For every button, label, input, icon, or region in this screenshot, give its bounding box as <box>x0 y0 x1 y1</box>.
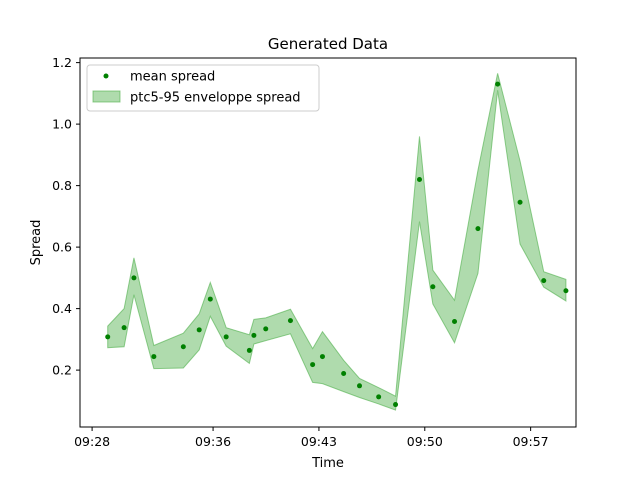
legend-band-swatch <box>92 90 121 103</box>
mean-spread-point <box>310 362 316 368</box>
mean-spread-point <box>319 354 325 360</box>
mean-spread-point <box>393 402 399 408</box>
y-axis-title: Spread <box>29 220 44 266</box>
mean-spread-point <box>151 354 157 360</box>
mean-spread-point <box>341 371 347 376</box>
mean-spread-point <box>563 288 569 294</box>
mean-spread-point <box>541 278 547 284</box>
mean-spread-point <box>376 394 382 400</box>
mean-spread-point <box>287 318 293 324</box>
mean-spread-point <box>180 344 186 350</box>
x-tick-label: 09:57 <box>513 434 549 449</box>
mean-spread-point <box>495 81 501 87</box>
mean-spread-point <box>263 326 269 332</box>
x-tick-label: 09:28 <box>74 434 110 449</box>
legend-mean-label: mean spread <box>130 70 215 85</box>
mean-spread-point <box>517 199 523 205</box>
envelope-band <box>107 73 567 411</box>
mean-spread-point <box>251 332 257 338</box>
y-axis: 0.2 0.4 0.6 0.8 1.0 1.2 <box>52 55 80 378</box>
mean-spread-point <box>223 334 229 340</box>
x-tick-label: 09:36 <box>195 434 231 449</box>
plot-area <box>105 73 569 411</box>
y-tick-label: 0.4 <box>52 301 72 316</box>
mean-spread-point <box>121 325 127 331</box>
y-tick-label: 0.2 <box>52 363 72 378</box>
mean-spread-point <box>357 383 362 389</box>
mean-spread-point <box>416 176 422 182</box>
mean-spread-point <box>196 327 202 333</box>
legend-band-label: ptc5-95 enveloppe spread <box>130 91 301 106</box>
mean-spread-point <box>207 296 213 302</box>
y-tick-label: 1.0 <box>52 117 72 132</box>
legend: mean spread ptc5-95 enveloppe spread <box>86 64 320 112</box>
y-tick-label: 1.2 <box>52 55 72 70</box>
mean-spread-point <box>246 347 252 353</box>
x-tick-label: 09:43 <box>301 434 337 449</box>
mean-spread-point <box>105 334 111 340</box>
x-tick-label: 09:50 <box>407 434 443 449</box>
plot-frame <box>79 57 577 428</box>
mean-spread-point <box>430 284 436 290</box>
x-axis-title: Time <box>311 456 344 471</box>
mean-spread-point <box>131 275 137 281</box>
legend-box <box>86 64 320 112</box>
chart-title: Generated Data <box>268 35 388 53</box>
y-tick-label: 0.6 <box>52 240 72 255</box>
mean-spread-point <box>475 226 481 232</box>
y-tick-label: 0.8 <box>52 178 72 193</box>
x-axis: 09:28 09:36 09:43 09:50 09:57 <box>74 427 549 449</box>
mean-spread-point <box>452 319 458 325</box>
legend-mean-marker <box>103 73 109 79</box>
